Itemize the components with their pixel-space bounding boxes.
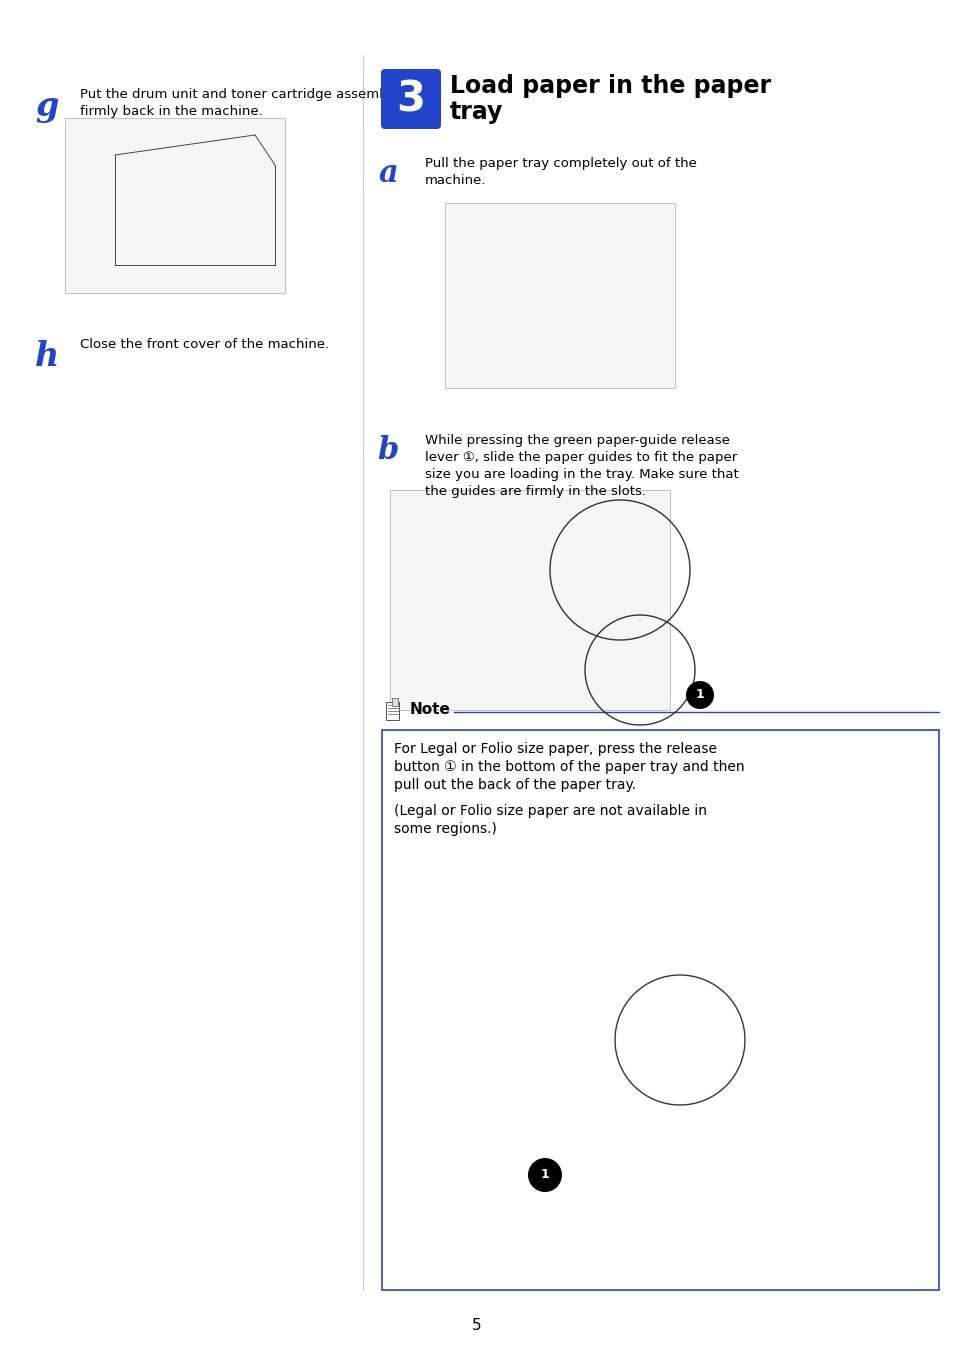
FancyBboxPatch shape [444,202,675,387]
FancyBboxPatch shape [390,490,669,710]
Circle shape [685,680,713,709]
Text: a: a [377,158,397,189]
Text: Pull the paper tray completely out of the: Pull the paper tray completely out of th… [424,157,696,170]
Text: 5: 5 [472,1318,481,1332]
Text: tray: tray [450,100,503,124]
FancyBboxPatch shape [65,117,285,293]
Circle shape [527,1158,561,1192]
FancyBboxPatch shape [386,702,399,720]
Text: pull out the back of the paper tray.: pull out the back of the paper tray. [394,778,636,792]
Text: b: b [377,435,398,466]
Text: firmly back in the machine.: firmly back in the machine. [80,105,262,117]
Text: Close the front cover of the machine.: Close the front cover of the machine. [80,338,329,351]
Text: Put the drum unit and toner cartridge assembly: Put the drum unit and toner cartridge as… [80,88,399,101]
Text: lever ①, slide the paper guides to fit the paper: lever ①, slide the paper guides to fit t… [424,451,737,464]
Text: For Legal or Folio size paper, press the release: For Legal or Folio size paper, press the… [394,743,717,756]
Text: 1: 1 [695,688,703,702]
Text: size you are loading in the tray. Make sure that: size you are loading in the tray. Make s… [424,468,738,481]
Text: button ① in the bottom of the paper tray and then: button ① in the bottom of the paper tray… [394,760,744,774]
Text: Load paper in the paper: Load paper in the paper [450,74,770,99]
Text: some regions.): some regions.) [394,822,497,836]
FancyBboxPatch shape [381,730,938,1291]
FancyBboxPatch shape [405,910,695,1110]
Text: 1: 1 [540,1169,549,1181]
Text: the guides are firmly in the slots.: the guides are firmly in the slots. [424,485,645,498]
Polygon shape [392,698,397,706]
Text: h: h [35,340,59,373]
Text: While pressing the green paper-guide release: While pressing the green paper-guide rel… [424,433,729,447]
Text: machine.: machine. [424,174,486,188]
Text: g: g [35,90,59,123]
FancyBboxPatch shape [380,69,440,130]
Text: Note: Note [410,702,451,717]
Text: 3: 3 [396,78,425,120]
Text: (Legal or Folio size paper are not available in: (Legal or Folio size paper are not avail… [394,805,706,818]
